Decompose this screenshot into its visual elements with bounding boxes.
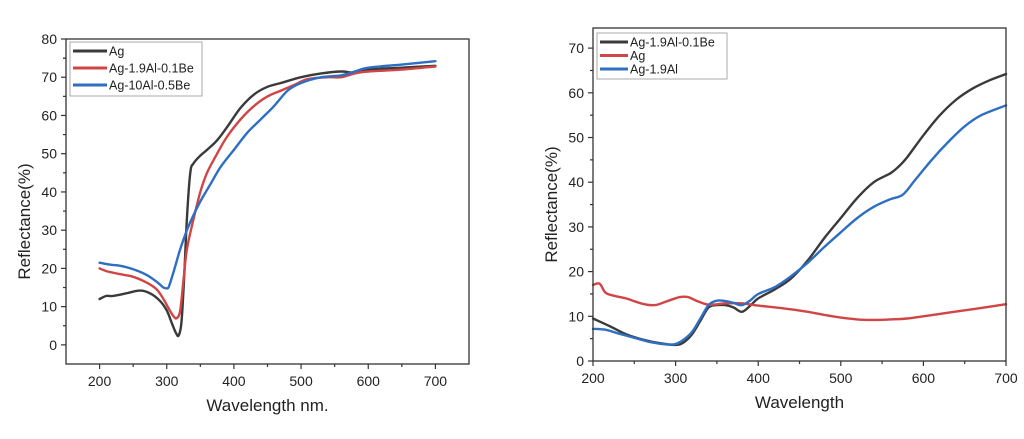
left-x-tick-label: 300 bbox=[155, 373, 179, 389]
left-y-tick-label: 70 bbox=[41, 69, 57, 85]
right-series-line-ag-1-9al bbox=[591, 104, 1008, 346]
left-series-line-ag-1-9al-0-1be bbox=[98, 65, 437, 320]
right-x-tick-label: 600 bbox=[912, 370, 936, 386]
left-y-axis-label: Reflectance(%) bbox=[15, 163, 34, 279]
left-legend-label: Ag-10Al-0.5Be bbox=[109, 79, 190, 93]
right-x-tick-label: 700 bbox=[994, 370, 1018, 386]
left-y-tick-label: 10 bbox=[41, 299, 57, 315]
left-x-tick-label: 600 bbox=[357, 373, 381, 389]
left-x-tick-label: 200 bbox=[88, 373, 112, 389]
left-y-tick-label: 50 bbox=[41, 146, 57, 162]
left-x-tick-label: 700 bbox=[424, 373, 448, 389]
right-legend-label: Ag bbox=[630, 49, 645, 63]
left-series-line-ag-10al-0-5be bbox=[98, 60, 437, 290]
right-y-tick-label: 30 bbox=[568, 219, 584, 235]
right-x-tick-label: 500 bbox=[829, 370, 853, 386]
right-legend-label: Ag-1.9Al bbox=[630, 63, 678, 77]
right-legend-label: Ag-1.9Al-0.1Be bbox=[630, 36, 715, 50]
left-legend: Ag Ag-1.9Al-0.1Be Ag-10Al-0.5Be bbox=[69, 41, 203, 97]
left-series-line-ag bbox=[98, 64, 437, 338]
left-legend-label: Ag-1.9Al-0.1Be bbox=[109, 62, 194, 76]
right-x-axis-label: Wavelength bbox=[755, 393, 844, 412]
left-legend-label: Ag bbox=[109, 45, 124, 59]
left-x-tick-label: 400 bbox=[222, 373, 246, 389]
left-y-tick-label: 60 bbox=[41, 107, 57, 123]
left-y-tick-label: 0 bbox=[49, 337, 57, 353]
right-x-tick-label: 400 bbox=[747, 370, 771, 386]
right-y-tick-label: 20 bbox=[568, 264, 584, 280]
left-x-axis-label: Wavelength nm. bbox=[206, 396, 328, 415]
right-x-tick-label: 200 bbox=[581, 370, 605, 386]
left-y-tick-label: 20 bbox=[41, 260, 57, 276]
right-y-tick-label: 0 bbox=[576, 353, 584, 369]
right-y-tick-label: 50 bbox=[568, 130, 584, 146]
right-y-tick-label: 40 bbox=[568, 174, 584, 190]
left-y-tick-label: 80 bbox=[41, 31, 57, 47]
right-series-line-ag bbox=[591, 282, 1008, 322]
left-x-tick-label: 500 bbox=[289, 373, 313, 389]
right-chart: 200 300 400 500 600 700 0 10 20 30 40 50 60 70 Ag-1.9… bbox=[542, 27, 1018, 412]
right-y-tick-label: 70 bbox=[568, 40, 584, 56]
right-x-tick-label: 300 bbox=[664, 370, 688, 386]
right-y-axis-label: Reflectance(%) bbox=[542, 146, 561, 262]
left-y-tick-label: 30 bbox=[41, 222, 57, 238]
left-y-tick-label: 40 bbox=[41, 184, 57, 200]
right-y-tick-label: 10 bbox=[568, 308, 584, 324]
right-y-tick-label: 60 bbox=[568, 85, 584, 101]
